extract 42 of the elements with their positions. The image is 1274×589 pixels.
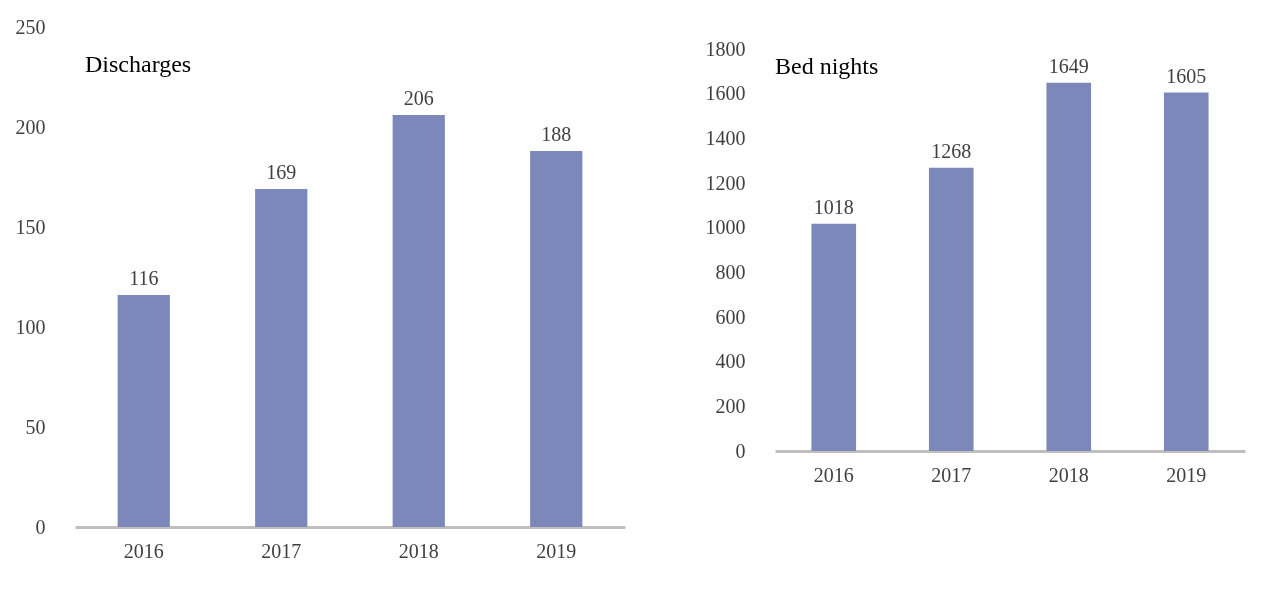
y-tick-label: 0 — [35, 515, 46, 538]
y-tick-label: 1200 — [705, 171, 746, 194]
data-label: 1649 — [1048, 54, 1089, 77]
y-tick-label: 1000 — [705, 216, 746, 239]
y-tick-label: 600 — [715, 305, 746, 328]
x-tick-label: 2016 — [123, 539, 164, 562]
bar — [1046, 82, 1092, 451]
bar — [1163, 92, 1209, 451]
data-label: 1018 — [813, 195, 854, 218]
bar — [928, 167, 974, 451]
y-tick-label: 1600 — [705, 82, 746, 105]
x-tick-label: 2018 — [1048, 463, 1089, 486]
y-tick-label: 0 — [735, 439, 746, 462]
y-tick-label: 50 — [25, 415, 46, 438]
chart-title: Bed nights — [775, 53, 879, 79]
data-label: 169 — [266, 161, 297, 183]
data-label: 188 — [541, 123, 572, 145]
y-tick-label: 150 — [15, 215, 46, 238]
x-tick-label: 2016 — [813, 463, 854, 486]
y-tick-label: 800 — [715, 260, 746, 283]
bar — [530, 151, 583, 527]
y-tick-label: 200 — [15, 115, 46, 138]
data-label: 1605 — [1166, 64, 1207, 87]
x-tick-label: 2017 — [931, 463, 972, 486]
bar — [811, 223, 857, 451]
y-tick-label: 1800 — [705, 37, 746, 60]
data-label: 116 — [129, 267, 159, 289]
y-tick-label: 250 — [15, 15, 46, 38]
x-tick-label: 2017 — [261, 539, 302, 562]
x-tick-label: 2019 — [1166, 463, 1207, 486]
bar — [255, 189, 308, 527]
y-tick-label: 200 — [715, 394, 746, 417]
y-tick-label: 1400 — [705, 126, 746, 149]
data-label: 206 — [403, 87, 434, 109]
x-tick-label: 2019 — [536, 539, 577, 562]
text: Discharges — [85, 51, 192, 77]
x-tick-label: 2018 — [398, 539, 439, 562]
bar — [117, 295, 170, 527]
y-tick-label: 400 — [715, 350, 746, 373]
data-label: 1268 — [931, 139, 972, 162]
y-tick-label: 100 — [15, 315, 46, 338]
bar — [392, 115, 445, 527]
